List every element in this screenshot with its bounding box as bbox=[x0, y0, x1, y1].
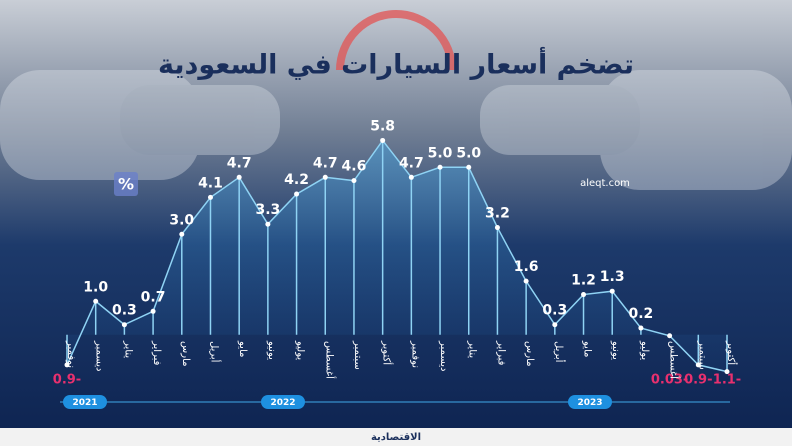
footer-bar bbox=[0, 428, 792, 446]
x-tick-label: يوليو bbox=[639, 340, 650, 360]
value-label: 4.7 bbox=[313, 155, 338, 171]
x-tick-label: يونيو bbox=[610, 340, 621, 360]
value-label: 1.6 bbox=[514, 259, 539, 275]
value-label: 0.9- bbox=[53, 373, 81, 388]
x-tick-label: أغسطس bbox=[668, 341, 681, 379]
value-label: 0.03- bbox=[651, 373, 688, 388]
x-tick-label: يوليو bbox=[295, 340, 306, 360]
point bbox=[93, 298, 99, 304]
timeline-pill bbox=[568, 395, 612, 409]
cars-decoration bbox=[0, 70, 792, 190]
value-label: 4.1 bbox=[198, 175, 223, 191]
point bbox=[581, 292, 587, 298]
value-label: 3.3 bbox=[255, 202, 280, 218]
point bbox=[380, 137, 386, 143]
point bbox=[609, 288, 615, 294]
value-label: 5.0 bbox=[456, 145, 481, 161]
point bbox=[695, 362, 701, 368]
chart-title: تضخم أسعار السيارات في السعودية bbox=[158, 47, 634, 81]
line bbox=[66, 139, 728, 373]
point bbox=[351, 178, 357, 184]
x-tick-label: مايو bbox=[582, 340, 593, 357]
point bbox=[494, 225, 500, 231]
point bbox=[523, 278, 529, 284]
value-label: 4.6 bbox=[342, 159, 367, 175]
point bbox=[724, 369, 730, 375]
value-label: 1.2 bbox=[571, 273, 596, 289]
value-label: 0.2 bbox=[629, 306, 654, 322]
point bbox=[207, 194, 213, 200]
x-tick-label: أكتوبر bbox=[381, 340, 394, 365]
value-label: 3.2 bbox=[485, 206, 510, 222]
x-tick-label: يناير bbox=[122, 340, 133, 358]
point bbox=[638, 325, 644, 331]
value-label: 0.9- bbox=[684, 373, 712, 388]
value-label: 0.7 bbox=[141, 289, 166, 305]
x-tick-label: فبراير bbox=[151, 340, 162, 366]
footer: الاقتصادية bbox=[371, 432, 421, 443]
x-tick-label: أبريل bbox=[553, 341, 566, 363]
timeline-label: 2021 bbox=[72, 398, 97, 408]
value-label: 1.0 bbox=[83, 279, 108, 295]
value-label: 4.7 bbox=[399, 155, 424, 171]
x-tick-label: يناير bbox=[467, 340, 478, 358]
timeline-pill bbox=[261, 395, 305, 409]
area bbox=[67, 140, 727, 372]
x-tick-label: فبراير bbox=[495, 340, 506, 366]
x-tick-label: سبتمبر bbox=[352, 340, 363, 370]
timeline-pill bbox=[63, 395, 107, 409]
value-label: 4.7 bbox=[227, 155, 252, 171]
x-tick-label: ديسمبر bbox=[94, 340, 105, 371]
value-label: 0.3 bbox=[542, 303, 567, 319]
x-tick-label: سبتمبر bbox=[696, 340, 707, 370]
point bbox=[408, 174, 414, 180]
x-tick-label: أكتوبر bbox=[725, 340, 738, 365]
point bbox=[236, 174, 242, 180]
point bbox=[179, 231, 185, 237]
x-tick-label: مارس bbox=[524, 341, 535, 366]
point bbox=[322, 174, 328, 180]
x-tick-label: ديسمبر bbox=[438, 340, 449, 371]
point bbox=[466, 164, 472, 170]
value-label: 1.1- bbox=[713, 373, 741, 388]
x-tick-label: يونيو bbox=[266, 340, 277, 360]
value-label: 4.2 bbox=[284, 172, 309, 188]
x-tick-label: مايو bbox=[237, 340, 248, 357]
x-tick-label: مارس bbox=[180, 341, 191, 366]
source: aleqt.com bbox=[580, 178, 630, 189]
point bbox=[667, 333, 673, 339]
x-tick-label: أغسطس bbox=[323, 341, 336, 379]
unit-badge bbox=[114, 172, 138, 196]
value-label: 0.3 bbox=[112, 303, 137, 319]
point bbox=[265, 221, 271, 227]
point bbox=[294, 191, 300, 197]
value-label: 1.3 bbox=[600, 269, 625, 285]
unit-label: % bbox=[118, 175, 134, 194]
x-tick-label: أبريل bbox=[208, 341, 221, 363]
point bbox=[552, 322, 558, 328]
gauge-decoration bbox=[336, 10, 456, 71]
x-tick-label: نوفمبر bbox=[65, 340, 76, 368]
value-label: 5.8 bbox=[370, 118, 395, 134]
point bbox=[150, 308, 156, 314]
point bbox=[64, 362, 70, 368]
value-label: 5.0 bbox=[428, 145, 453, 161]
timeline-label: 2023 bbox=[577, 398, 602, 408]
point bbox=[121, 322, 127, 328]
x-tick-label: نوفمبر bbox=[409, 340, 420, 368]
timeline-label: 2022 bbox=[270, 398, 295, 408]
value-label: 3.0 bbox=[169, 212, 194, 228]
point bbox=[437, 164, 443, 170]
